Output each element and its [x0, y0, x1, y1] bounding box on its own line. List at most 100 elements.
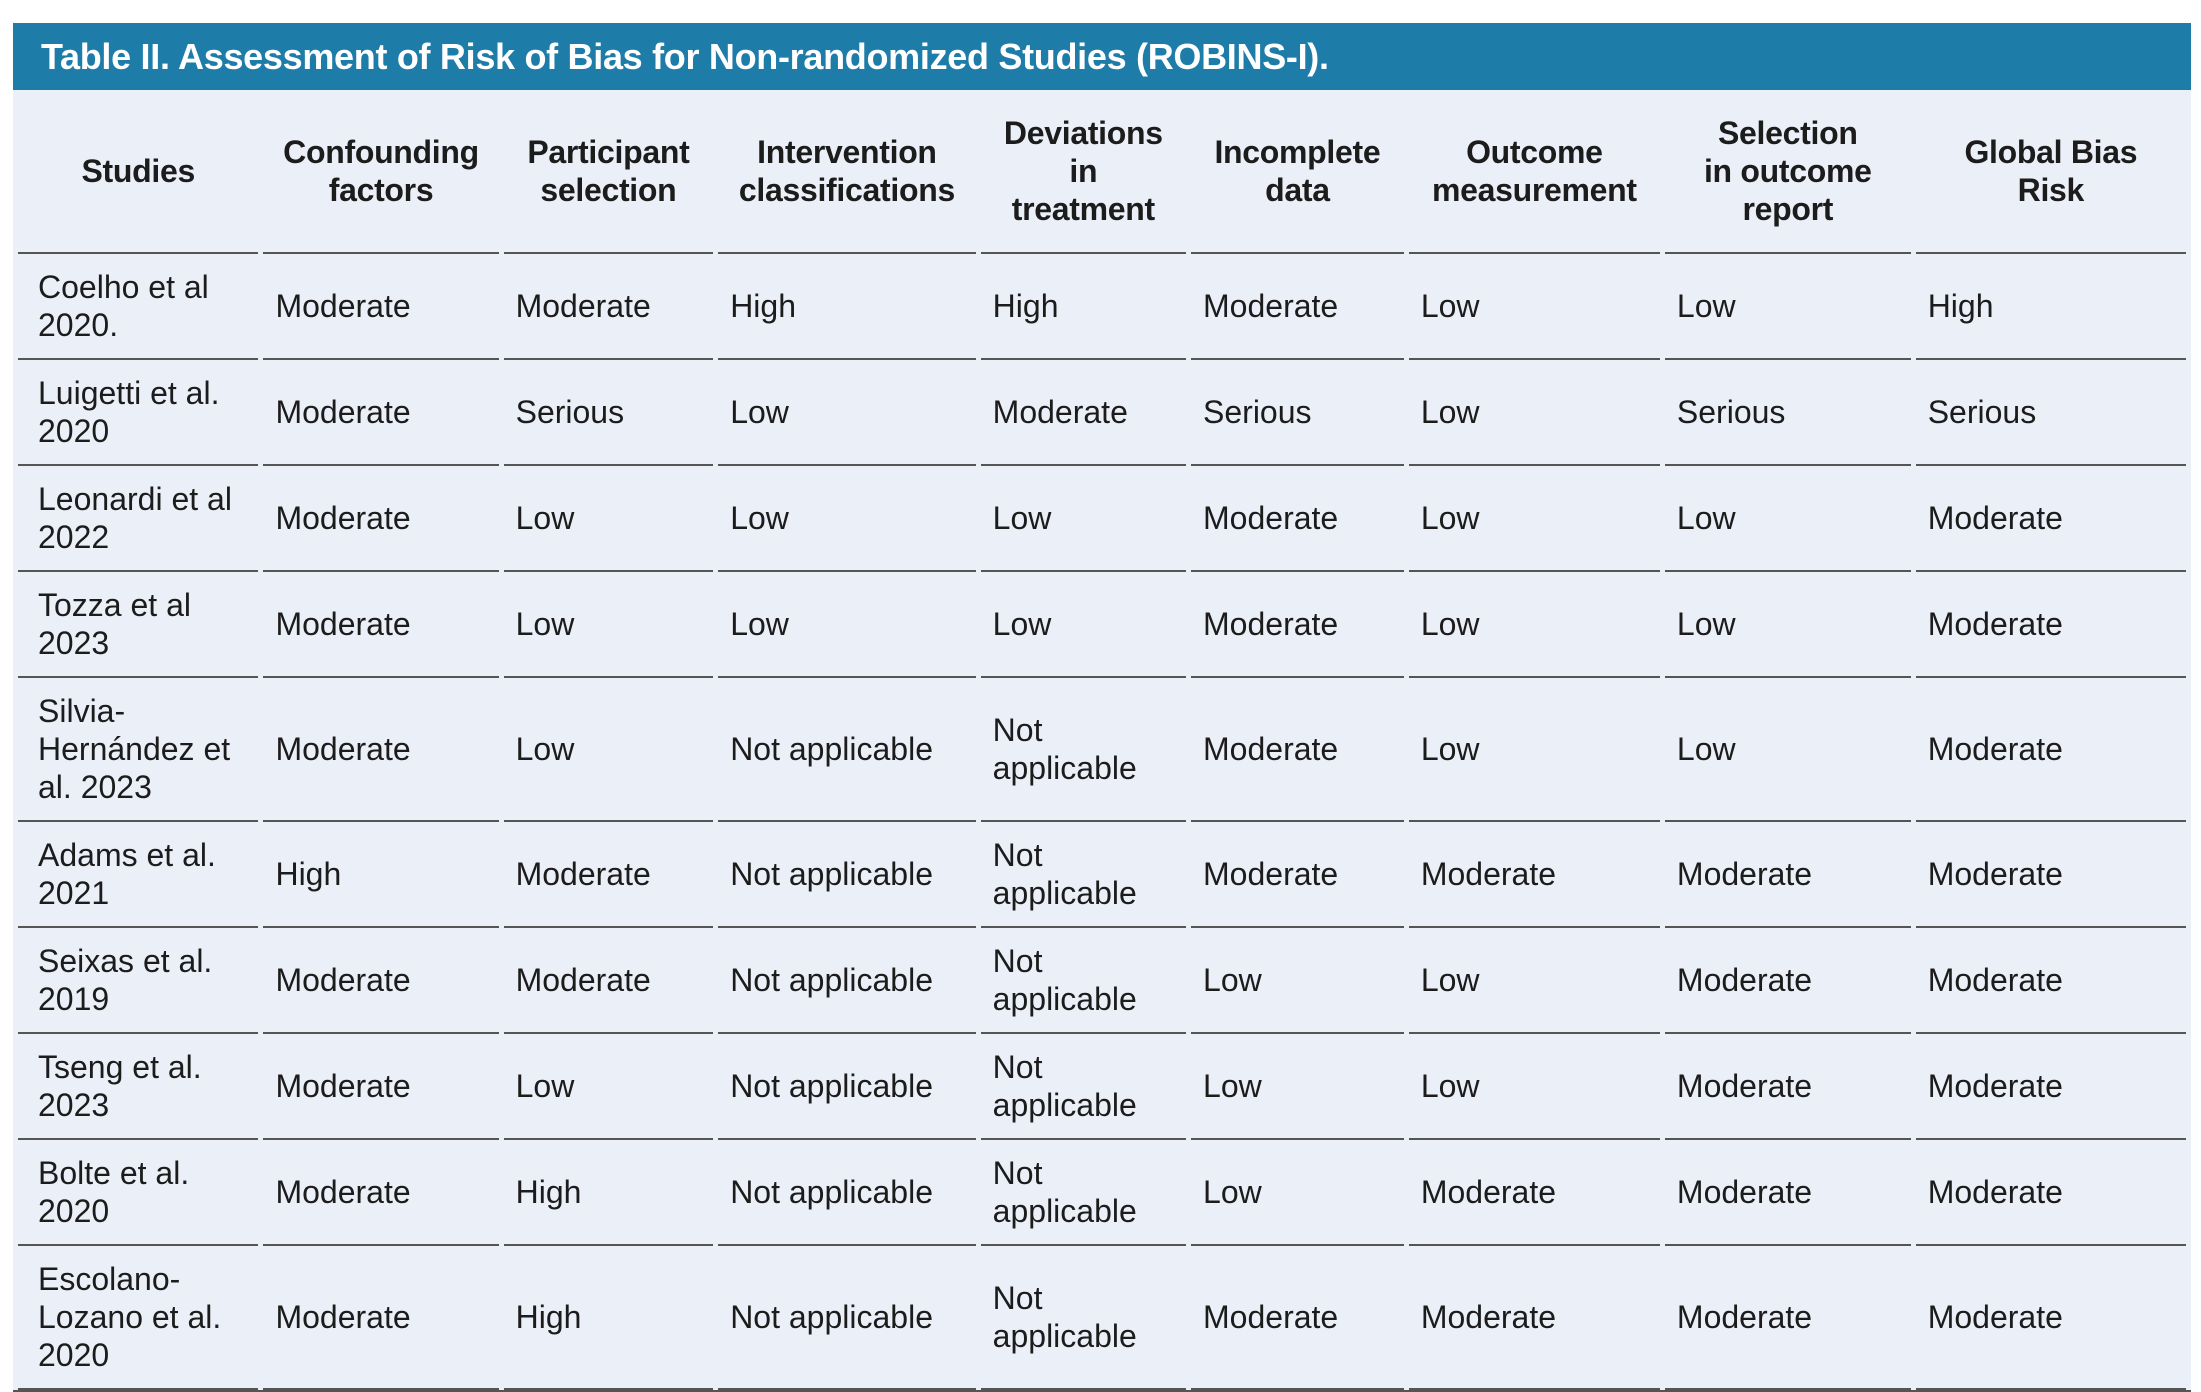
bias-rating-participant-selection: High: [503, 1140, 714, 1246]
bias-rating-global-bias-risk: Moderate: [1915, 822, 2186, 928]
bias-rating-outcome-measurement: Moderate: [1408, 1140, 1660, 1246]
bias-rating-outcome-measurement: Low: [1408, 678, 1660, 822]
bias-rating-selection-in-outcome-report: Low: [1664, 678, 1911, 822]
bias-rating-intervention-classifications: Low: [718, 466, 976, 572]
bias-rating-deviations-in-treatment: High: [980, 254, 1187, 360]
bias-rating-participant-selection: Low: [503, 1034, 714, 1140]
bias-rating-incomplete-data: Serious: [1191, 360, 1404, 466]
bias-rating-intervention-classifications: Low: [718, 360, 976, 466]
column-header-global-bias-risk: Global Bias Risk: [1915, 90, 2186, 254]
study-name: Coelho et al 2020.: [18, 254, 259, 360]
bias-rating-deviations-in-treatment: Not applicable: [980, 1140, 1187, 1246]
bias-rating-deviations-in-treatment: Not applicable: [980, 1034, 1187, 1140]
bias-rating-incomplete-data: Low: [1191, 928, 1404, 1034]
table-row: Silvia- Hernández et al. 2023 Moderate Low…: [18, 678, 2186, 822]
bias-rating-incomplete-data: Moderate: [1191, 678, 1404, 822]
column-header-studies: Studies: [18, 90, 259, 254]
bias-rating-selection-in-outcome-report: Low: [1664, 466, 1911, 572]
bias-rating-participant-selection: High: [503, 1246, 714, 1390]
bias-rating-intervention-classifications: Not applicable: [718, 678, 976, 822]
bias-rating-confounding-factors: High: [263, 822, 499, 928]
table-title: Table II. Assessment of Risk of Bias for…: [41, 35, 1329, 77]
column-header-deviations-in-treatment: Deviations in treatment: [980, 90, 1187, 254]
bias-rating-selection-in-outcome-report: Low: [1664, 572, 1911, 678]
study-name: Adams et al. 2021: [18, 822, 259, 928]
table-row: Tozza et al 2023 Moderate Low Low Low Moderat…: [18, 572, 2186, 678]
bias-rating-intervention-classifications: Low: [718, 572, 976, 678]
study-name: Leonardi et al 2022: [18, 466, 259, 572]
table-title-bar: Table II. Assessment of Risk of Bias for…: [13, 23, 2191, 90]
bias-rating-participant-selection: Moderate: [503, 822, 714, 928]
bias-rating-deviations-in-treatment: Not applicable: [980, 928, 1187, 1034]
bias-rating-global-bias-risk: Moderate: [1915, 572, 2186, 678]
table-header: Studies Confounding factors Participant se…: [18, 90, 2186, 254]
bias-rating-incomplete-data: Low: [1191, 1034, 1404, 1140]
risk-of-bias-table: Table II. Assessment of Risk of Bias for…: [13, 23, 2191, 1392]
header-row: Studies Confounding factors Participant se…: [18, 90, 2186, 254]
bias-rating-intervention-classifications: Not applicable: [718, 1034, 976, 1140]
bias-rating-intervention-classifications: Not applicable: [718, 822, 976, 928]
bias-rating-global-bias-risk: Moderate: [1915, 928, 2186, 1034]
bias-rating-global-bias-risk: Moderate: [1915, 1034, 2186, 1140]
bias-rating-intervention-classifications: Not applicable: [718, 1140, 976, 1246]
bias-rating-intervention-classifications: Not applicable: [718, 1246, 976, 1390]
column-header-participant-selection: Participant selection: [503, 90, 714, 254]
bias-rating-deviations-in-treatment: Not applicable: [980, 1246, 1187, 1390]
bias-rating-confounding-factors: Moderate: [263, 360, 499, 466]
bias-rating-outcome-measurement: Moderate: [1408, 822, 1660, 928]
bias-rating-incomplete-data: Moderate: [1191, 572, 1404, 678]
bias-rating-confounding-factors: Moderate: [263, 254, 499, 360]
bias-rating-incomplete-data: Moderate: [1191, 822, 1404, 928]
bias-rating-deviations-in-treatment: Moderate: [980, 360, 1187, 466]
bias-rating-confounding-factors: Moderate: [263, 1246, 499, 1390]
bias-rating-outcome-measurement: Low: [1408, 360, 1660, 466]
bias-rating-global-bias-risk: Moderate: [1915, 1140, 2186, 1246]
bias-rating-deviations-in-treatment: Low: [980, 466, 1187, 572]
bias-rating-selection-in-outcome-report: Moderate: [1664, 1034, 1911, 1140]
table-row: Coelho et al 2020. Moderate Moderate High Hi…: [18, 254, 2186, 360]
bias-rating-selection-in-outcome-report: Moderate: [1664, 822, 1911, 928]
study-name: Luigetti et al. 2020: [18, 360, 259, 466]
bias-rating-outcome-measurement: Low: [1408, 254, 1660, 360]
bias-rating-incomplete-data: Moderate: [1191, 1246, 1404, 1390]
bias-rating-deviations-in-treatment: Low: [980, 572, 1187, 678]
bias-rating-incomplete-data: Moderate: [1191, 466, 1404, 572]
bias-rating-outcome-measurement: Low: [1408, 928, 1660, 1034]
study-name: Silvia- Hernández et al. 2023: [18, 678, 259, 822]
bias-rating-selection-in-outcome-report: Moderate: [1664, 928, 1911, 1034]
bias-rating-outcome-measurement: Moderate: [1408, 1246, 1660, 1390]
bias-rating-participant-selection: Low: [503, 678, 714, 822]
column-header-confounding-factors: Confounding factors: [263, 90, 499, 254]
bias-rating-confounding-factors: Moderate: [263, 928, 499, 1034]
bias-rating-global-bias-risk: Moderate: [1915, 1246, 2186, 1390]
table-row: Tseng et al. 2023 Moderate Low Not applicab…: [18, 1034, 2186, 1140]
column-header-intervention-classifications: Intervention classifications: [718, 90, 976, 254]
bias-rating-deviations-in-treatment: Not applicable: [980, 822, 1187, 928]
bias-rating-intervention-classifications: Not applicable: [718, 928, 976, 1034]
bias-rating-selection-in-outcome-report: Serious: [1664, 360, 1911, 466]
bias-rating-confounding-factors: Moderate: [263, 466, 499, 572]
table-row: Leonardi et al 2022 Moderate Low Low Low Mode…: [18, 466, 2186, 572]
bias-rating-outcome-measurement: Low: [1408, 572, 1660, 678]
bias-rating-outcome-measurement: Low: [1408, 1034, 1660, 1140]
bias-rating-intervention-classifications: High: [718, 254, 976, 360]
bias-rating-confounding-factors: Moderate: [263, 572, 499, 678]
column-header-selection-in-outcome-report: Selection in outcome report: [1664, 90, 1911, 254]
bias-rating-participant-selection: Serious: [503, 360, 714, 466]
table-row: Bolte et al. 2020 Moderate High Not applica…: [18, 1140, 2186, 1246]
bias-rating-global-bias-risk: Moderate: [1915, 466, 2186, 572]
bias-rating-confounding-factors: Moderate: [263, 1140, 499, 1246]
table-row: Escolano- Lozano et al. 2020 Moderate High…: [18, 1246, 2186, 1390]
bias-rating-global-bias-risk: High: [1915, 254, 2186, 360]
study-name: Tseng et al. 2023: [18, 1034, 259, 1140]
table-row: Seixas et al. 2019 Moderate Moderate Not ap…: [18, 928, 2186, 1034]
column-header-incomplete-data: Incomplete data: [1191, 90, 1404, 254]
bias-rating-confounding-factors: Moderate: [263, 678, 499, 822]
bias-rating-confounding-factors: Moderate: [263, 1034, 499, 1140]
bias-rating-participant-selection: Low: [503, 572, 714, 678]
study-name: Escolano- Lozano et al. 2020: [18, 1246, 259, 1390]
bias-rating-incomplete-data: Moderate: [1191, 254, 1404, 360]
bias-rating-global-bias-risk: Moderate: [1915, 678, 2186, 822]
table-body: Coelho et al 2020. Moderate Moderate High Hi…: [18, 254, 2186, 1390]
bias-rating-selection-in-outcome-report: Low: [1664, 254, 1911, 360]
